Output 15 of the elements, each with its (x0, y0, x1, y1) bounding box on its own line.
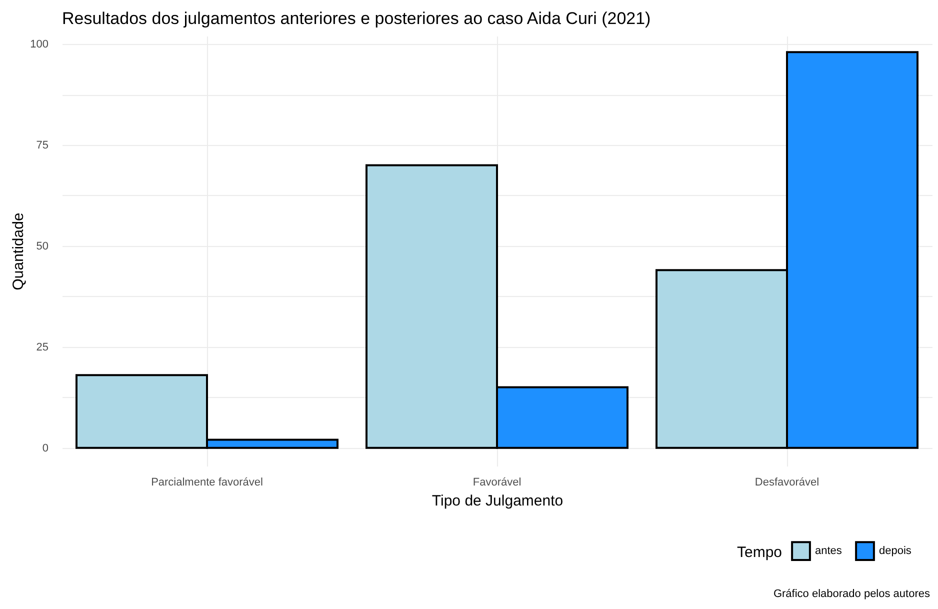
x-axis-title: Tipo de Julgamento (432, 492, 564, 510)
chart-title: Resultados dos julgamentos anteriores e posteriores ao caso Aida Curi (2021) (62, 9, 651, 28)
y-tick-label: 25 (36, 341, 48, 354)
legend-label: depois (879, 545, 912, 558)
y-axis-title: Quantidade (10, 212, 28, 290)
legend-label: antes (815, 545, 842, 558)
y-tick-label: 100 (30, 38, 48, 51)
y-tick-label: 75 (36, 140, 48, 152)
x-tick-label: Favorável (472, 476, 522, 488)
x-tick-label: Parcialmente favorável (151, 476, 263, 488)
y-tick-label: 50 (36, 240, 48, 252)
text: Gráfico elaborado pelos autores (773, 588, 930, 600)
legend-title: Tempo (737, 544, 782, 561)
y-tick-label: 0 (42, 442, 48, 454)
x-tick-label: Desfavorável (754, 476, 820, 488)
